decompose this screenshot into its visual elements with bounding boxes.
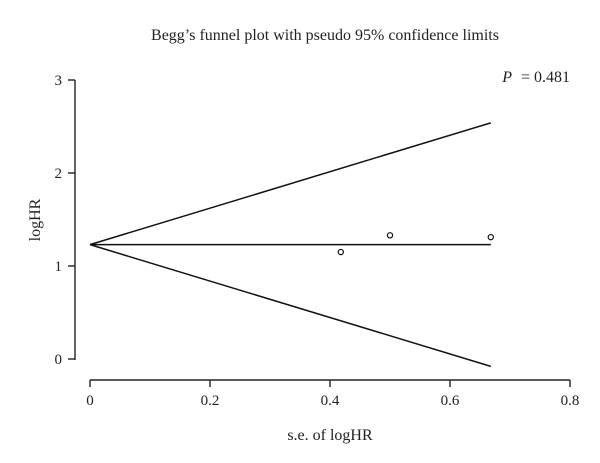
y-tick-label: 2 bbox=[55, 166, 63, 182]
x-ticks: 0 0.2 0.4 0.6 0.8 bbox=[86, 380, 579, 409]
study-point bbox=[487, 233, 494, 241]
svg-text:P = 0.481: P = 0.481 bbox=[501, 69, 570, 86]
study-point bbox=[386, 232, 394, 239]
x-tick-label: 0.6 bbox=[441, 393, 460, 409]
funnel-lines bbox=[89, 122, 492, 368]
p-value-label: P bbox=[501, 69, 512, 86]
p-value-text: = 0.481 bbox=[521, 69, 570, 86]
x-tick-label: 0.2 bbox=[201, 393, 220, 409]
y-ticks: 0 1 2 3 bbox=[55, 73, 75, 368]
y-tick-label: 3 bbox=[55, 73, 63, 89]
x-axis-label: s.e. of logHR bbox=[287, 427, 373, 444]
study-point bbox=[337, 248, 344, 256]
x-tick-label: 0.8 bbox=[561, 393, 580, 409]
lower-confidence-limit-line bbox=[89, 243, 492, 368]
study-points bbox=[337, 232, 494, 256]
y-tick-label: 0 bbox=[55, 352, 63, 368]
x-tick-label: 0 bbox=[86, 393, 94, 409]
x-tick-label: 0.4 bbox=[321, 393, 340, 409]
chart-title: Begg’s funnel plot with pseudo 95% confi… bbox=[151, 27, 499, 44]
upper-confidence-limit-line bbox=[89, 122, 492, 246]
y-tick-label: 1 bbox=[55, 259, 63, 275]
p-value-annotation: P = 0.481 bbox=[501, 69, 570, 86]
y-axis-label: logHR bbox=[27, 198, 44, 241]
